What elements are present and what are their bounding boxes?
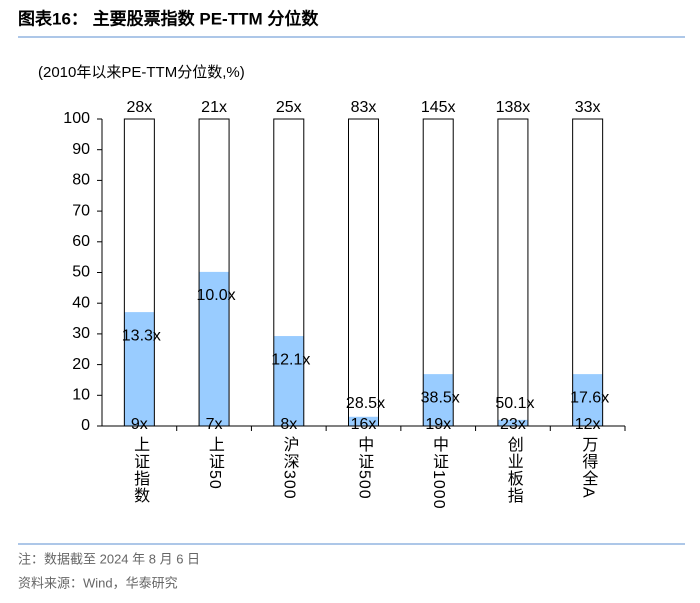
source: 资料来源：Wind，华泰研究 <box>18 575 178 590</box>
bar-outline <box>422 118 454 427</box>
max-label: 28x <box>126 99 152 116</box>
bar-outline <box>123 118 155 427</box>
bar-outline <box>348 118 379 427</box>
y-tick-label: 10 <box>72 387 90 404</box>
x-tick-label: 上证指数 <box>131 436 150 504</box>
axis-unit: (2010年以来PE-TTM分位数,%) <box>38 64 245 81</box>
y-tick-label: 30 <box>72 325 90 342</box>
min-label: 16x <box>351 416 377 433</box>
x-tick-label: 中证1000 <box>430 436 449 510</box>
max-label: 145x <box>421 99 456 116</box>
max-label: 21x <box>201 99 227 116</box>
max-label: 83x <box>351 99 377 116</box>
bar <box>199 271 230 426</box>
current-label: 12.1x <box>271 351 310 368</box>
bar-outline <box>497 118 529 427</box>
max-label: 25x <box>276 99 302 116</box>
max-label: 138x <box>496 99 531 116</box>
note: 注：数据截至 2024 年 8 月 6 日 <box>18 551 200 566</box>
bar-outline <box>273 118 305 427</box>
current-label: 13.3x <box>122 327 161 344</box>
bar <box>497 419 528 426</box>
x-tick-label: 创业板指 <box>505 436 524 504</box>
max-label: 33x <box>575 99 601 116</box>
y-tick-label: 90 <box>72 141 90 158</box>
y-tick-label: 40 <box>72 294 90 311</box>
y-tick-label: 100 <box>63 110 90 127</box>
min-label: 8x <box>280 416 297 433</box>
y-tick-label: 60 <box>72 233 90 250</box>
y-tick-label: 20 <box>72 356 90 373</box>
min-label: 19x <box>425 416 451 433</box>
current-label: 50.1x <box>495 395 534 412</box>
bar-outline <box>572 118 604 427</box>
x-tick-label: 中证500 <box>355 436 374 500</box>
bar <box>348 416 379 426</box>
current-label: 28.5x <box>346 395 385 412</box>
x-tick-label: 万得全A <box>579 436 598 499</box>
y-tick-label: 80 <box>72 172 90 189</box>
current-label: 38.5x <box>421 389 460 406</box>
x-tick-label: 上证50 <box>206 436 225 490</box>
y-tick-label: 70 <box>72 202 90 219</box>
bar-outline <box>198 118 230 427</box>
current-label: 17.6x <box>570 389 609 406</box>
min-label: 12x <box>575 416 601 433</box>
y-tick-label: 50 <box>72 264 90 281</box>
x-tick-label: 沪深300 <box>281 436 300 500</box>
min-label: 23x <box>500 416 526 433</box>
bar <box>423 374 454 426</box>
min-label: 9x <box>131 416 148 433</box>
bar <box>572 374 603 426</box>
bar <box>124 312 155 426</box>
current-label: 10.0x <box>197 287 236 304</box>
chart-title: 图表16： 主要股票指数 PE-TTM 分位数 <box>18 8 319 28</box>
min-label: 7x <box>206 416 223 433</box>
bar <box>273 336 304 426</box>
y-tick-label: 0 <box>81 417 90 434</box>
